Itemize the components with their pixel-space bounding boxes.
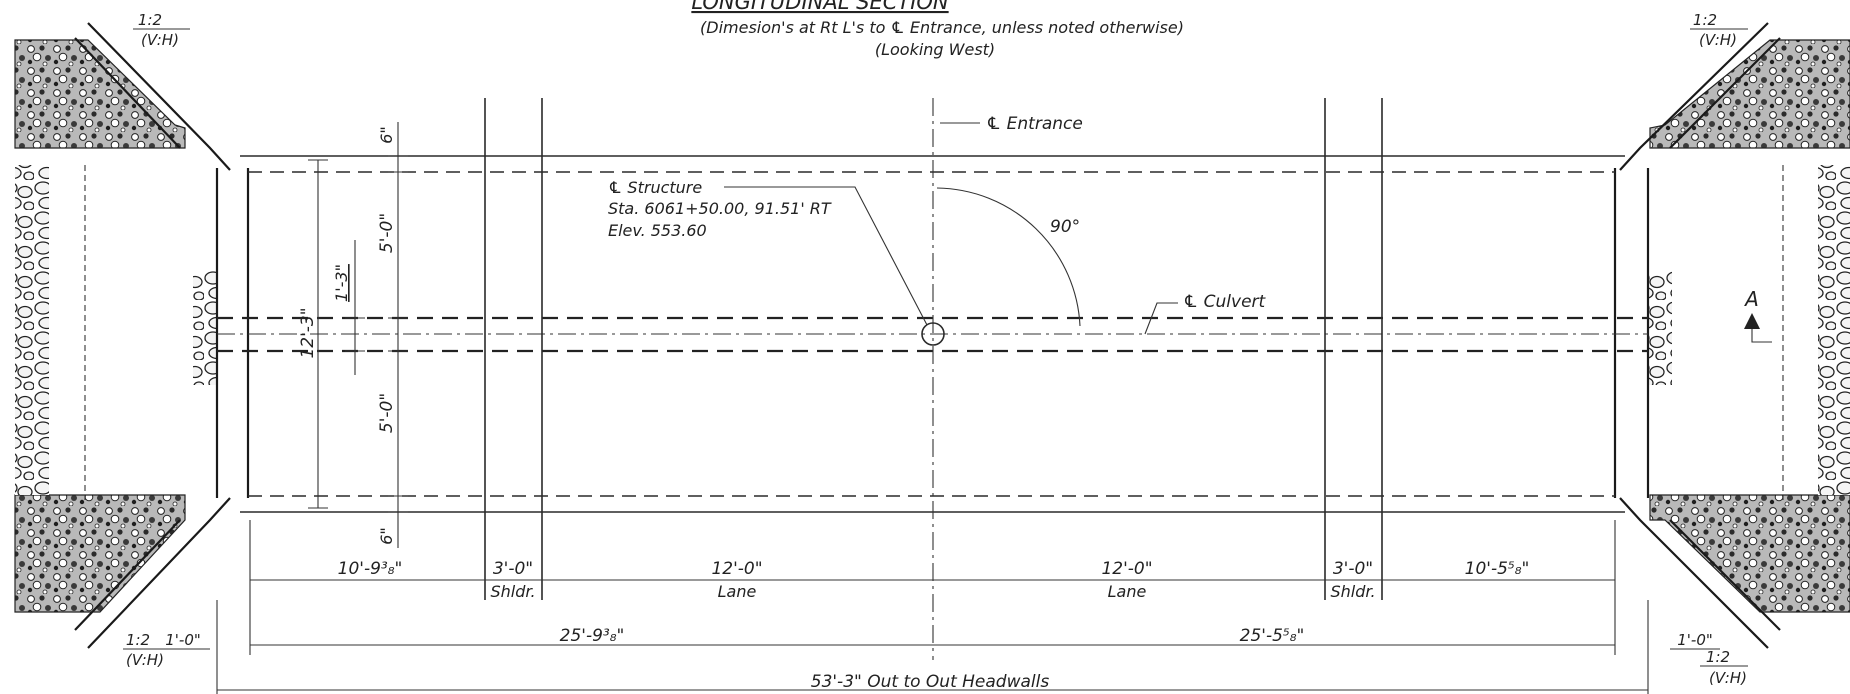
drawing-title: LONGITUDINAL SECTION (691, 0, 949, 14)
right-angle-arc (936, 187, 1081, 327)
section-arrow-tail (1751, 329, 1772, 343)
left-shoulder-label: Shldr. (490, 582, 535, 601)
left-wingwall-bottom-inner (74, 519, 181, 631)
slope-bottom-right-ratio: 1:2 (1706, 648, 1730, 666)
right-shoulder-label: Shldr. (1330, 582, 1375, 601)
slope-bottom-left-units: (V:H) (126, 651, 164, 669)
culvert-leader (1144, 302, 1178, 335)
slope-bottom-right-dim: 1'-0" (1677, 631, 1713, 649)
overall-dim: 53'-3" Out to Out Headwalls (811, 672, 1050, 692)
top-offset-dim: 6" (377, 126, 396, 144)
right-lane-label: Lane (1108, 582, 1147, 601)
left-shoulder-dim: 3'-0" (493, 559, 533, 579)
right-wingwall-bottom-inner (1669, 519, 1781, 631)
right-total-dim: 25'-5⁵₈" (1240, 626, 1305, 646)
right-stone-inlet (1648, 270, 1672, 385)
right-wingwall-bottom (1619, 497, 1769, 649)
lower-half-dim: 5'-0" (377, 393, 397, 433)
entrance-centerline-label: ℄ Entrance (986, 114, 1083, 134)
slope-bottom-left-ratio: 1:2 (126, 631, 150, 649)
right-wingwall-top (1619, 22, 1769, 171)
right-edge-dim: 10'-5⁵₈" (1465, 559, 1530, 579)
section-marker-label: A (1743, 287, 1759, 311)
slope-top-right-units: (V:H) (1699, 31, 1737, 49)
structure-leader (724, 186, 928, 326)
structure-station: Sta. 6061+50.00, 91.51' RT (608, 199, 832, 218)
overall-width-dim: 12'-3" (298, 307, 318, 358)
structure-center-symbol (921, 322, 945, 346)
slope-top-left-ratio: 1:2 (138, 11, 162, 29)
angle-label: 90° (1050, 217, 1080, 237)
culvert-centerline-label: ℄ Culvert (1183, 292, 1267, 312)
right-riprap-bottom (1649, 494, 1850, 613)
right-riprap-top (1649, 39, 1850, 149)
left-stone-inlet (193, 270, 217, 385)
slope-top-left-units: (V:H) (141, 31, 179, 49)
left-lane-dim: 12'-0" (711, 559, 762, 579)
left-wingwall-top-inner (74, 37, 181, 149)
structure-elevation: Elev. 553.60 (608, 221, 707, 240)
culvert-height-dim: 1'-3" (332, 264, 351, 302)
view-note: (Looking West) (875, 40, 995, 59)
drawing-subtitle: (Dimesion's at Rt L's to ℄ Entrance, unl… (700, 18, 1184, 37)
left-lane-label: Lane (718, 582, 757, 601)
section-arrow-head (1744, 313, 1760, 329)
left-riprap-top (14, 39, 186, 149)
right-stone-column (1818, 165, 1850, 495)
left-wingwall-top (87, 22, 231, 171)
slope-bottom-left-dim: 1'-0" (165, 631, 201, 649)
structure-label: ℄ Structure (608, 178, 702, 197)
left-total-dim: 25'-9³₈" (560, 626, 625, 646)
left-stone-column (15, 165, 49, 495)
right-lane-dim: 12'-0" (1101, 559, 1152, 579)
right-wingwall-top-inner (1669, 37, 1781, 149)
upper-half-dim: 5'-0" (377, 213, 397, 253)
left-wingwall-bottom (87, 497, 231, 649)
slope-bottom-right-units: (V:H) (1709, 669, 1747, 687)
left-riprap-bottom (14, 494, 186, 613)
bottom-offset-dim: 6" (377, 527, 396, 545)
right-shoulder-dim: 3'-0" (1333, 559, 1373, 579)
slope-top-right-ratio: 1:2 (1693, 11, 1717, 29)
left-edge-dim: 10'-9³₈" (338, 559, 403, 579)
